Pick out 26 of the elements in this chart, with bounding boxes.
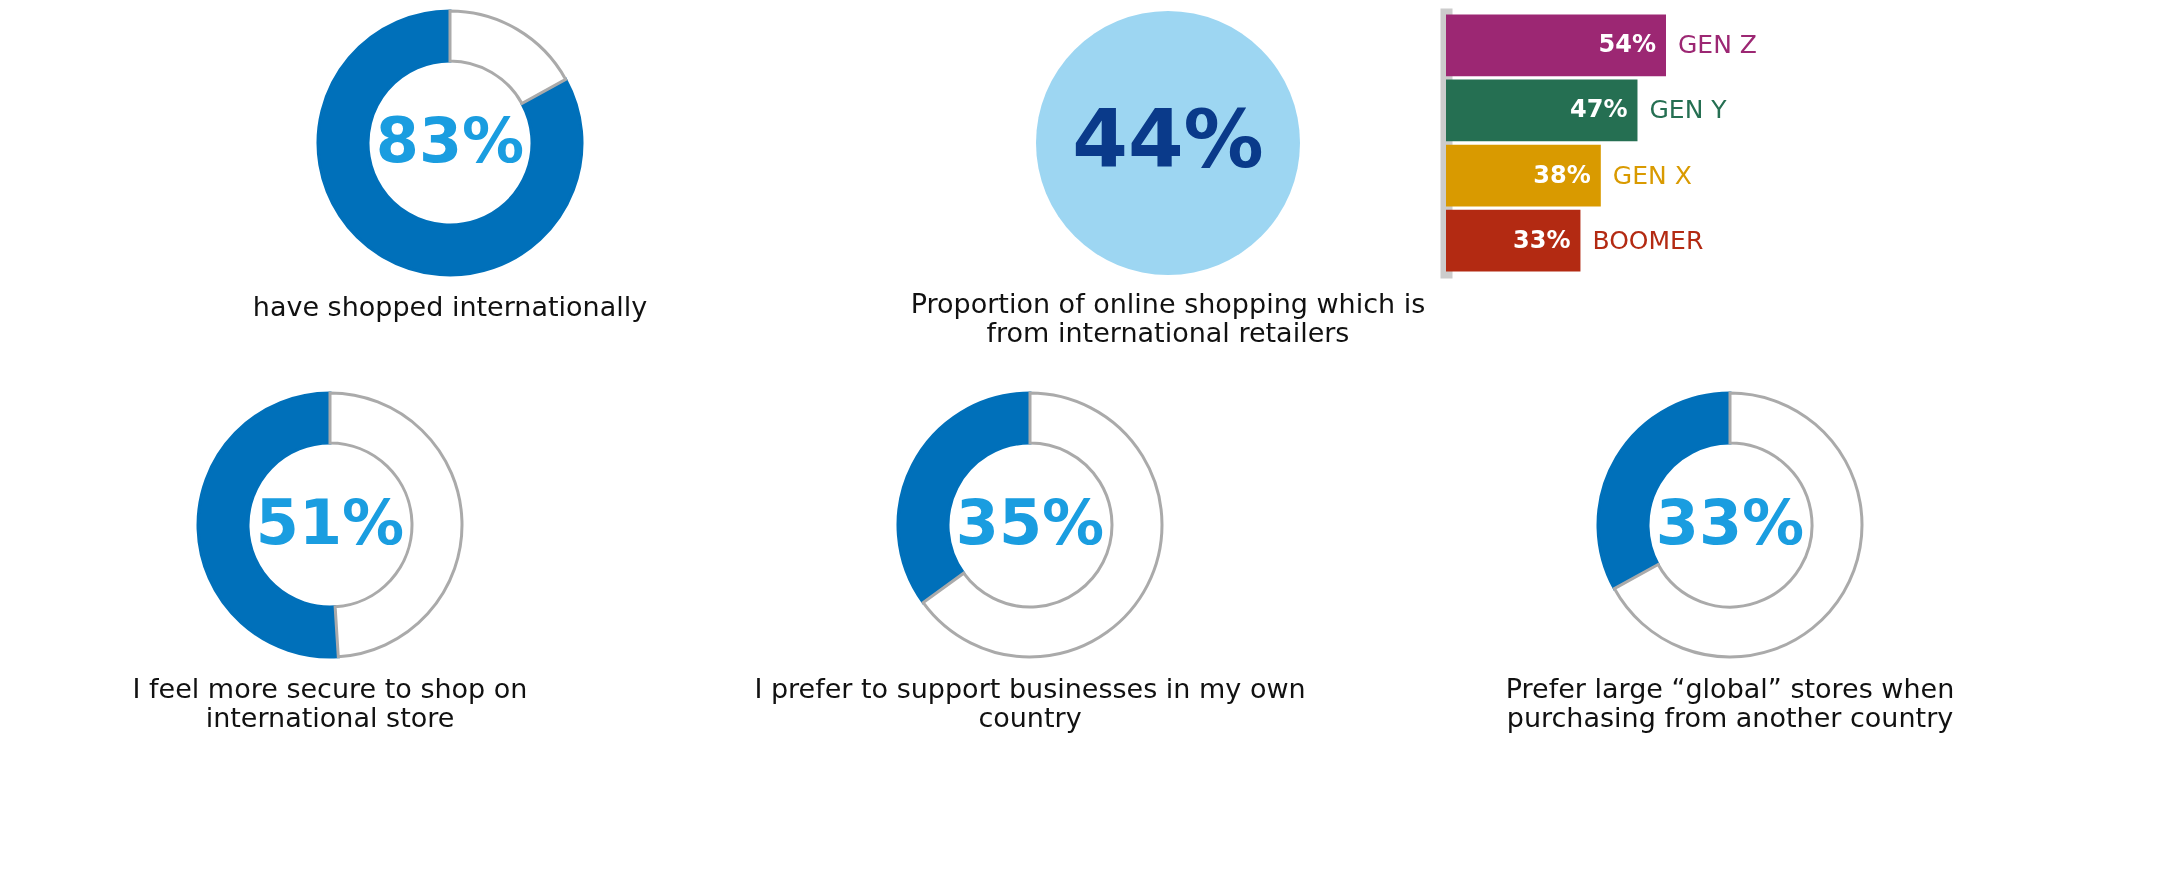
data-label: 33% <box>1655 486 1805 559</box>
text: I feel more secure to shop on international store <box>132 673 528 733</box>
text: Proportion of online shopping which is from international retailers <box>910 288 1426 348</box>
data-label: 35% <box>955 486 1105 559</box>
y-tick-label: GEN Z <box>1678 30 1757 60</box>
text: I prefer to support businesses in my own country <box>754 673 1306 733</box>
data-label: 54% <box>1598 30 1656 59</box>
bar <box>1446 209 1581 272</box>
donut-slice <box>448 9 568 105</box>
text: have shopped internationally <box>252 291 648 322</box>
donut-slice <box>316 9 584 277</box>
y-tick-label: GEN X <box>1612 160 1692 190</box>
data-label: 33% <box>1512 225 1571 254</box>
text: 44% <box>1072 93 1264 186</box>
data-label: 38% <box>1533 160 1591 189</box>
donut-slice <box>921 391 1164 659</box>
data-label: 47% <box>1570 95 1628 124</box>
y-tick-label: BOOMER <box>1592 225 1704 255</box>
text: Prefer large “global” stores when purchasing from another country <box>1505 673 1955 733</box>
data-label: 83% <box>375 104 525 177</box>
donut-slice <box>1612 391 1864 659</box>
bar <box>1446 14 1666 77</box>
bar <box>1446 144 1601 207</box>
data-label: 51% <box>255 486 405 559</box>
bar <box>1446 79 1638 142</box>
y-tick-label: GEN Y <box>1649 95 1728 125</box>
